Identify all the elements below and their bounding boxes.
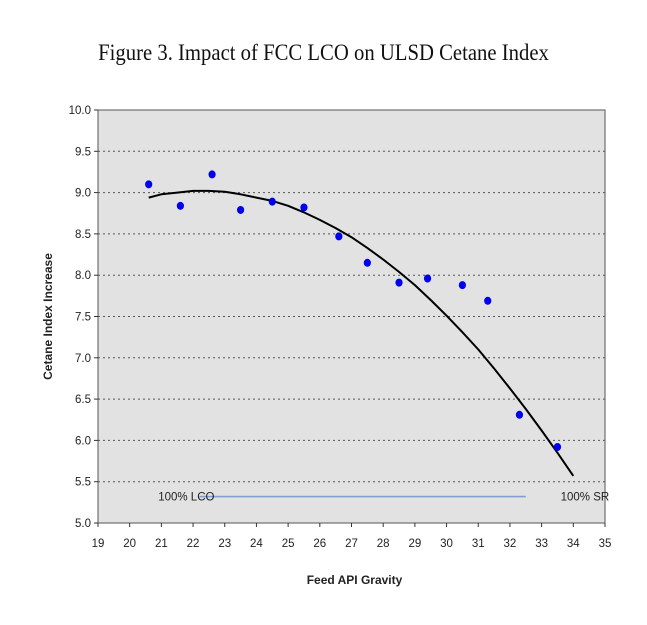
y-axis-ticks: 5.0 5.5 6.0 6.5 7.0 7.5 8.0 8.5 9.0 9.5 10.0 bbox=[69, 105, 98, 530]
data-point bbox=[553, 443, 562, 452]
x-tick-label: 21 bbox=[155, 538, 168, 550]
y-tick-label: 9.0 bbox=[75, 188, 91, 200]
data-point bbox=[176, 201, 184, 210]
data-point bbox=[145, 180, 153, 189]
data-point bbox=[515, 410, 524, 419]
data-point bbox=[395, 278, 403, 287]
x-tick-label: 24 bbox=[250, 538, 263, 550]
annotation-lco: 100% LCO bbox=[158, 492, 214, 504]
x-tick-label: 28 bbox=[377, 538, 390, 550]
data-point bbox=[335, 232, 343, 241]
x-tick-label: 31 bbox=[472, 538, 485, 550]
annotation-sr: 100% SR bbox=[561, 492, 610, 504]
x-tick-label: 27 bbox=[345, 538, 358, 550]
x-axis-ticks: 19 20 21 22 23 24 25 26 27 28 29 30 31 32 33 34 35 bbox=[92, 523, 612, 550]
data-point bbox=[268, 197, 276, 206]
y-tick-label: 6.5 bbox=[75, 394, 91, 406]
plot-area bbox=[97, 109, 606, 524]
x-axis-label: Feed API Gravity bbox=[307, 573, 403, 587]
x-tick-label: 32 bbox=[504, 538, 517, 550]
x-tick-label: 26 bbox=[313, 538, 326, 550]
chart-annotations: 100% LCO 100% SR bbox=[158, 492, 609, 504]
y-tick-label: 9.5 bbox=[75, 146, 91, 158]
y-tick-label: 8.0 bbox=[75, 270, 91, 282]
data-point bbox=[458, 281, 467, 290]
x-tick-label: 20 bbox=[123, 538, 136, 550]
y-tick-label: 7.5 bbox=[75, 312, 91, 324]
y-tick-label: 10.0 bbox=[69, 105, 91, 117]
data-series bbox=[145, 170, 575, 498]
x-tick-label: 25 bbox=[282, 538, 295, 550]
y-tick-label: 5.0 bbox=[75, 518, 91, 530]
x-tick-label: 34 bbox=[567, 538, 580, 550]
x-tick-label: 19 bbox=[92, 538, 105, 550]
y-axis-label: Cetane Index Increase bbox=[41, 253, 55, 380]
data-point bbox=[208, 170, 216, 179]
data-point bbox=[423, 274, 432, 283]
data-point bbox=[484, 296, 492, 305]
x-tick-label: 33 bbox=[535, 538, 548, 550]
y-tick-label: 8.5 bbox=[75, 229, 91, 241]
data-point bbox=[236, 205, 245, 214]
x-tick-label: 23 bbox=[218, 538, 231, 550]
y-tick-label: 5.5 bbox=[75, 477, 91, 489]
x-tick-label: 22 bbox=[187, 538, 200, 550]
data-point bbox=[300, 203, 308, 212]
x-tick-label: 30 bbox=[440, 538, 453, 550]
y-tick-label: 6.0 bbox=[75, 435, 91, 447]
x-tick-label: 29 bbox=[408, 538, 421, 550]
trend-curve bbox=[148, 189, 575, 477]
chart-title: Figure 3. Impact of FCC LCO on ULSD Ceta… bbox=[98, 40, 549, 65]
y-tick-label: 7.0 bbox=[75, 353, 91, 365]
data-point bbox=[363, 258, 371, 267]
x-tick-label: 35 bbox=[599, 538, 612, 550]
